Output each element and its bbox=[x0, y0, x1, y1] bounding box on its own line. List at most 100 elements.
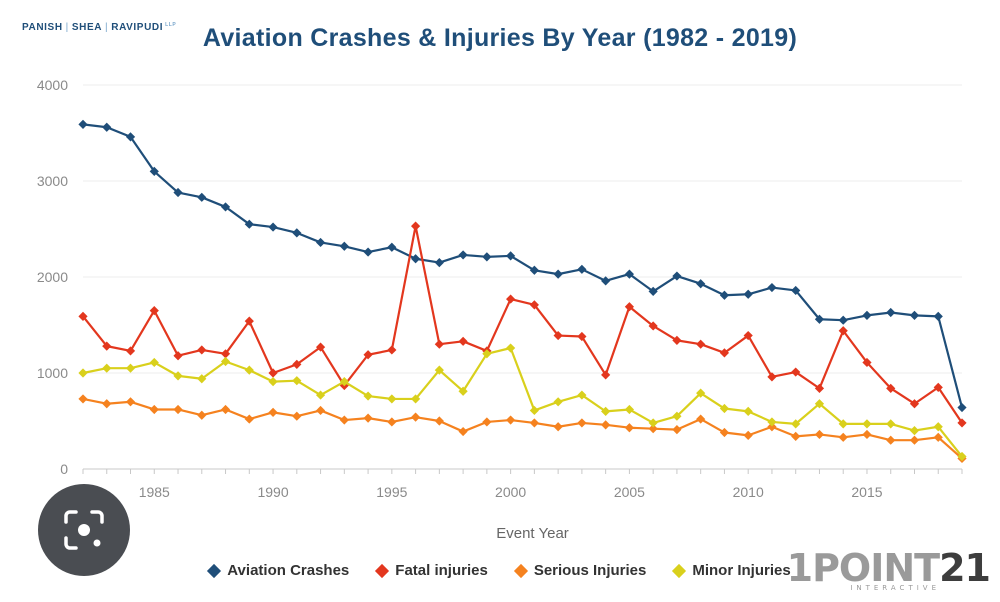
legend-label: Fatal injuries bbox=[395, 562, 488, 579]
data-point-1-2002 bbox=[553, 330, 563, 341]
data-point-0-2014 bbox=[838, 315, 848, 325]
legend-item-fatal-injuries[interactable]: Fatal injuries bbox=[375, 562, 488, 579]
camera-search-icon bbox=[64, 510, 104, 550]
data-point-2-2001 bbox=[529, 418, 539, 428]
data-point-0-2008 bbox=[696, 279, 706, 289]
data-point-3-2007 bbox=[672, 411, 682, 421]
data-point-3-2006 bbox=[648, 418, 658, 428]
data-point-0-2018 bbox=[933, 311, 943, 321]
data-point-2-1986 bbox=[173, 404, 183, 415]
data-point-1-1988 bbox=[220, 349, 231, 359]
data-point-0-1985 bbox=[149, 166, 159, 176]
data-point-3-2016 bbox=[886, 419, 896, 429]
data-point-2-1994 bbox=[363, 413, 373, 423]
data-point-3-2010 bbox=[743, 406, 753, 416]
data-point-2-1984 bbox=[125, 397, 136, 407]
data-point-0-2005 bbox=[624, 269, 635, 279]
data-point-3-2011 bbox=[767, 417, 777, 427]
data-point-0-1989 bbox=[244, 219, 254, 229]
data-point-3-1993 bbox=[339, 377, 349, 387]
data-point-3-1988 bbox=[220, 356, 231, 367]
data-point-3-1983 bbox=[102, 363, 112, 373]
legend-item-serious-injuries[interactable]: Serious Injuries bbox=[513, 562, 646, 579]
data-point-3-2013 bbox=[814, 399, 825, 409]
data-point-1-2006 bbox=[648, 321, 658, 331]
data-point-1-2014 bbox=[838, 326, 848, 336]
data-point-3-2001 bbox=[529, 405, 539, 416]
data-point-1-1987 bbox=[197, 345, 207, 355]
data-point-3-1989 bbox=[244, 365, 254, 375]
data-point-3-2018 bbox=[933, 422, 943, 432]
data-point-1-1996 bbox=[410, 221, 421, 231]
logo-part-3: RAVIPUDI bbox=[111, 22, 164, 33]
data-point-2-2015 bbox=[862, 429, 872, 440]
data-point-0-2019 bbox=[957, 402, 967, 413]
x-tick-label: 2005 bbox=[614, 484, 645, 500]
data-point-2-2018 bbox=[933, 432, 943, 442]
data-point-1-2004 bbox=[601, 370, 611, 380]
data-point-2-2005 bbox=[624, 423, 635, 433]
y-tick-label: 2000 bbox=[37, 269, 68, 285]
data-point-1-1995 bbox=[387, 345, 397, 355]
data-point-3-1986 bbox=[173, 371, 183, 381]
series-line-3 bbox=[82, 346, 963, 458]
data-point-2-1992 bbox=[315, 405, 326, 416]
data-point-2-2016 bbox=[886, 435, 896, 445]
data-point-0-1994 bbox=[363, 247, 373, 257]
data-point-0-1997 bbox=[434, 258, 444, 268]
data-point-2-1996 bbox=[410, 412, 421, 422]
data-point-0-2004 bbox=[601, 276, 611, 286]
data-point-1-2013 bbox=[814, 383, 825, 393]
data-point-1-2005 bbox=[624, 302, 635, 312]
data-point-2-2000 bbox=[506, 415, 516, 425]
data-point-2-1989 bbox=[244, 414, 254, 424]
data-point-3-2012 bbox=[791, 419, 801, 429]
data-point-1-1989 bbox=[244, 316, 254, 326]
data-point-3-1982 bbox=[78, 368, 88, 378]
y-tick-label: 3000 bbox=[37, 173, 68, 189]
y-tick-label: 4000 bbox=[37, 77, 68, 93]
visual-search-button[interactable] bbox=[38, 484, 130, 576]
data-point-1-2019 bbox=[957, 418, 967, 428]
legend-label: Aviation Crashes bbox=[227, 562, 350, 579]
data-point-3-2008 bbox=[696, 388, 706, 398]
data-point-2-1997 bbox=[434, 416, 444, 426]
data-point-2-1999 bbox=[482, 417, 492, 427]
brand-name-part1: 1POINT bbox=[786, 546, 940, 590]
data-point-2-2010 bbox=[743, 430, 753, 440]
data-point-3-2000 bbox=[506, 343, 516, 353]
data-point-0-2017 bbox=[909, 310, 920, 320]
data-point-2-2011 bbox=[767, 422, 777, 432]
data-point-0-1992 bbox=[315, 237, 326, 248]
data-point-0-1996 bbox=[410, 254, 421, 264]
data-point-0-1991 bbox=[292, 228, 302, 238]
data-point-0-2010 bbox=[743, 289, 753, 299]
data-point-1-1986 bbox=[173, 351, 183, 361]
data-point-3-2017 bbox=[909, 426, 920, 436]
data-point-1-2016 bbox=[886, 383, 896, 393]
data-point-2-1985 bbox=[149, 404, 159, 415]
data-point-1-2000 bbox=[506, 294, 516, 304]
data-point-0-1982 bbox=[78, 119, 88, 129]
data-point-1-2003 bbox=[577, 331, 587, 342]
series-line-2 bbox=[82, 397, 963, 460]
data-point-2-2003 bbox=[577, 418, 587, 428]
data-point-0-2009 bbox=[719, 290, 730, 300]
data-point-1-2009 bbox=[719, 348, 730, 358]
data-point-1-2007 bbox=[672, 335, 682, 345]
data-point-1-1991 bbox=[292, 359, 302, 369]
data-point-3-2005 bbox=[624, 404, 635, 415]
data-point-2-2012 bbox=[791, 431, 801, 441]
data-point-3-1985 bbox=[149, 357, 159, 368]
data-point-2-2017 bbox=[909, 435, 920, 445]
data-point-1-1985 bbox=[149, 306, 159, 316]
chart-legend: Aviation Crashes Fatal injuries Serious … bbox=[0, 562, 1000, 579]
data-point-3-2015 bbox=[862, 419, 872, 429]
data-point-0-1988 bbox=[220, 202, 231, 212]
data-point-2-1988 bbox=[220, 404, 231, 415]
data-point-3-2014 bbox=[838, 419, 848, 429]
data-point-1-2001 bbox=[529, 300, 539, 310]
legend-item-aviation-crashes[interactable]: Aviation Crashes bbox=[207, 562, 350, 579]
legend-item-minor-injuries[interactable]: Minor Injuries bbox=[672, 562, 791, 579]
